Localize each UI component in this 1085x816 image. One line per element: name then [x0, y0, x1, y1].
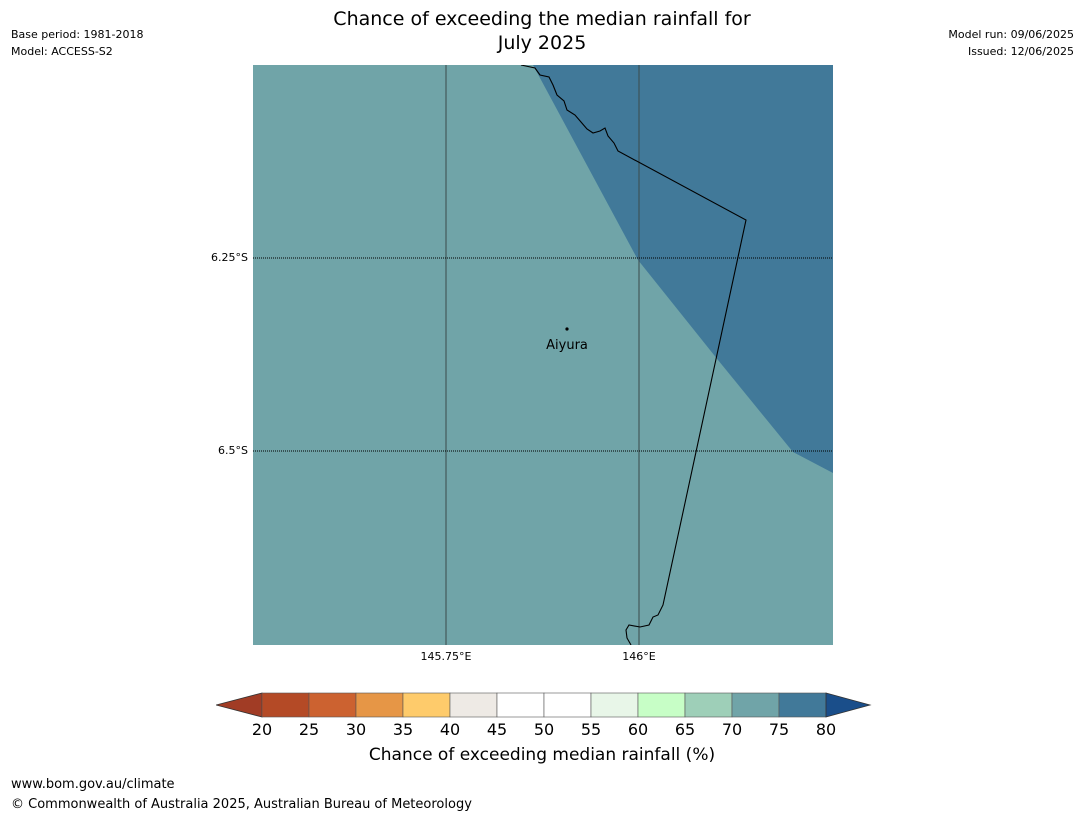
colorbar-tick-label: 70 [721, 720, 743, 739]
header-right-meta: Model run: 09/06/2025 Issued: 12/06/2025 [948, 26, 1074, 60]
map-title: Chance of exceeding the median rainfall … [242, 7, 842, 55]
colorbar-segment [402, 692, 451, 718]
colorbar-tick-label: 35 [392, 720, 414, 739]
colorbar-label: Chance of exceeding median rainfall (%) [368, 745, 716, 765]
colorbar-tick-label: 75 [768, 720, 790, 739]
colorbar-segment [449, 692, 498, 718]
region-75-80 [533, 65, 833, 473]
colorbar-segment [637, 692, 686, 718]
colorbar-tick-label: 65 [674, 720, 696, 739]
footer-url: www.bom.gov.au/climate [11, 777, 175, 792]
colorbar-graphic [214, 692, 872, 718]
colorbar-segment [496, 692, 545, 718]
title-line-2: July 2025 [497, 32, 587, 54]
colorbar-tick-label: 50 [533, 720, 555, 739]
colorbar-tick-label: 45 [486, 720, 508, 739]
lat-label-6-25: 6.25°S [211, 251, 248, 264]
colorbar-segment [731, 692, 780, 718]
colorbar-segment [590, 692, 639, 718]
title-line-1: Chance of exceeding the median rainfall … [333, 8, 751, 30]
model-text: Model: ACCESS-S2 [11, 45, 113, 58]
lat-label-6-5: 6.5°S [218, 444, 248, 457]
aiyura-marker [565, 327, 569, 331]
footer-copyright: © Commonwealth of Australia 2025, Austra… [11, 797, 472, 812]
lon-label-145-75: 145.75°E [420, 650, 472, 663]
colorbar-tick-label: 40 [439, 720, 461, 739]
colorbar-tick-label: 80 [815, 720, 837, 739]
colorbar-segment [355, 692, 404, 718]
colorbar-segment [543, 692, 592, 718]
model-run-text: Model run: 09/06/2025 [948, 28, 1074, 41]
place-label-aiyura: Aiyura [546, 338, 588, 353]
colorbar-tick-label: 30 [345, 720, 367, 739]
colorbar-tick-label: 25 [298, 720, 320, 739]
base-period-text: Base period: 1981-2018 [11, 28, 144, 41]
colorbar [214, 692, 872, 724]
colorbar-segment [778, 692, 827, 718]
colorbar-tick-label: 20 [251, 720, 273, 739]
colorbar-tick-label: 60 [627, 720, 649, 739]
footer: www.bom.gov.au/climate © Commonwealth of… [11, 775, 472, 815]
colorbar-segment [261, 692, 310, 718]
forecast-map: Aiyura [253, 65, 833, 645]
colorbar-segment [684, 692, 733, 718]
colorbar-tick-label: 55 [580, 720, 602, 739]
header-left-meta: Base period: 1981-2018 Model: ACCESS-S2 [11, 26, 143, 60]
colorbar-extend-high [825, 692, 872, 718]
colorbar-extend-low [214, 692, 263, 718]
province-border [520, 65, 747, 645]
colorbar-segment [308, 692, 357, 718]
map-canvas: Aiyura [253, 65, 833, 645]
lon-label-146: 146°E [622, 650, 656, 663]
issued-text: Issued: 12/06/2025 [967, 45, 1074, 58]
